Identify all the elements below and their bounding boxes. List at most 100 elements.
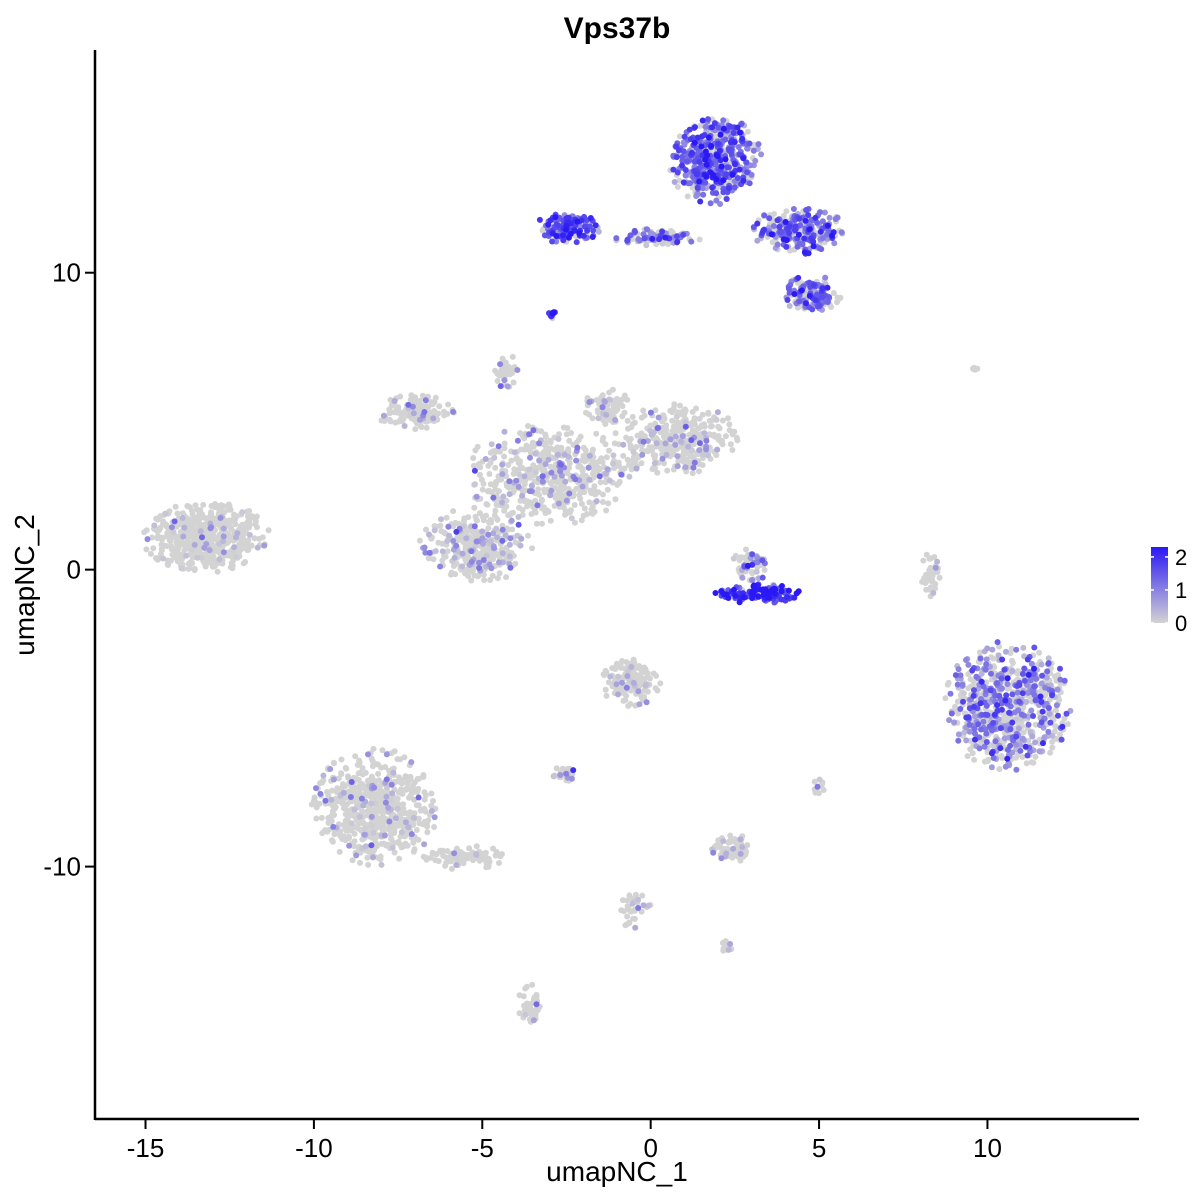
data-point (549, 238, 556, 245)
data-point (623, 684, 630, 691)
data-point (185, 565, 192, 572)
data-point (963, 714, 970, 721)
data-point (952, 672, 959, 679)
data-point (942, 695, 949, 702)
data-point (570, 767, 577, 774)
data-point (649, 235, 656, 242)
data-point (998, 675, 1005, 682)
data-point (480, 540, 486, 547)
data-point (621, 392, 628, 399)
data-point (612, 417, 619, 423)
data-point (674, 183, 681, 190)
data-point (601, 398, 608, 405)
data-point (725, 146, 732, 153)
data-point (339, 836, 346, 842)
data-point (960, 690, 967, 697)
data-point (157, 524, 164, 531)
data-point (453, 528, 460, 535)
data-point (710, 849, 717, 856)
data-point (679, 153, 686, 160)
data-point (639, 892, 646, 899)
data-point (1031, 692, 1038, 699)
data-point (740, 155, 747, 162)
data-point (750, 147, 757, 154)
data-point (351, 806, 358, 813)
data-point (523, 983, 530, 990)
data-point (682, 464, 689, 471)
data-point (431, 527, 438, 534)
data-point (487, 481, 494, 488)
data-point (989, 646, 996, 653)
data-point (957, 706, 964, 712)
data-point (190, 533, 197, 540)
data-point (503, 503, 510, 510)
data-point (324, 789, 330, 795)
data-point (621, 409, 628, 416)
data-point (579, 457, 586, 464)
data-point (234, 530, 241, 537)
data-point (675, 458, 682, 465)
data-point (971, 725, 978, 732)
data-point (488, 565, 495, 572)
data-point (571, 227, 578, 234)
data-point (540, 450, 547, 457)
data-point (468, 548, 475, 555)
data-point (246, 543, 253, 550)
data-point (494, 534, 501, 541)
data-point (977, 649, 983, 656)
data-point (428, 399, 435, 405)
data-point (977, 700, 984, 707)
data-point (557, 468, 564, 475)
data-point (955, 731, 962, 738)
data-point (816, 776, 823, 783)
data-point (579, 483, 586, 490)
data-point (689, 470, 696, 477)
data-point (739, 574, 746, 581)
data-point (507, 535, 514, 542)
data-point (1021, 665, 1028, 672)
data-point (983, 687, 990, 694)
data-point (1031, 665, 1037, 672)
data-point (340, 789, 347, 796)
data-point (920, 557, 927, 564)
data-point (720, 838, 727, 844)
data-point (722, 433, 729, 440)
data-point (652, 460, 658, 467)
data-point (703, 446, 710, 453)
data-point (521, 473, 528, 480)
data-point (632, 891, 639, 898)
data-point (691, 415, 698, 422)
data-point (794, 243, 801, 250)
data-point (1025, 721, 1032, 728)
data-point (515, 521, 522, 528)
data-point (160, 555, 167, 562)
data-point (174, 549, 181, 556)
data-point (162, 510, 169, 517)
data-point (555, 451, 561, 458)
data-point (624, 903, 631, 910)
data-point (526, 466, 533, 473)
data-point (430, 556, 437, 563)
data-point (345, 788, 352, 795)
data-point (1004, 685, 1011, 692)
data-point (484, 501, 491, 508)
data-point (538, 465, 545, 472)
data-point (601, 672, 608, 678)
data-point (375, 770, 382, 777)
data-point (235, 549, 242, 555)
data-point (692, 124, 698, 131)
data-point (388, 797, 395, 804)
data-point (1049, 738, 1056, 745)
data-point (553, 765, 560, 772)
data-point (503, 483, 510, 489)
data-point (742, 851, 749, 858)
data-point (466, 845, 473, 852)
data-point (693, 171, 700, 178)
data-point (1009, 691, 1016, 698)
data-point (784, 297, 791, 303)
data-point (484, 861, 491, 868)
data-point (673, 154, 680, 161)
data-point (1047, 719, 1054, 726)
data-point (509, 353, 516, 360)
data-point (496, 372, 503, 379)
